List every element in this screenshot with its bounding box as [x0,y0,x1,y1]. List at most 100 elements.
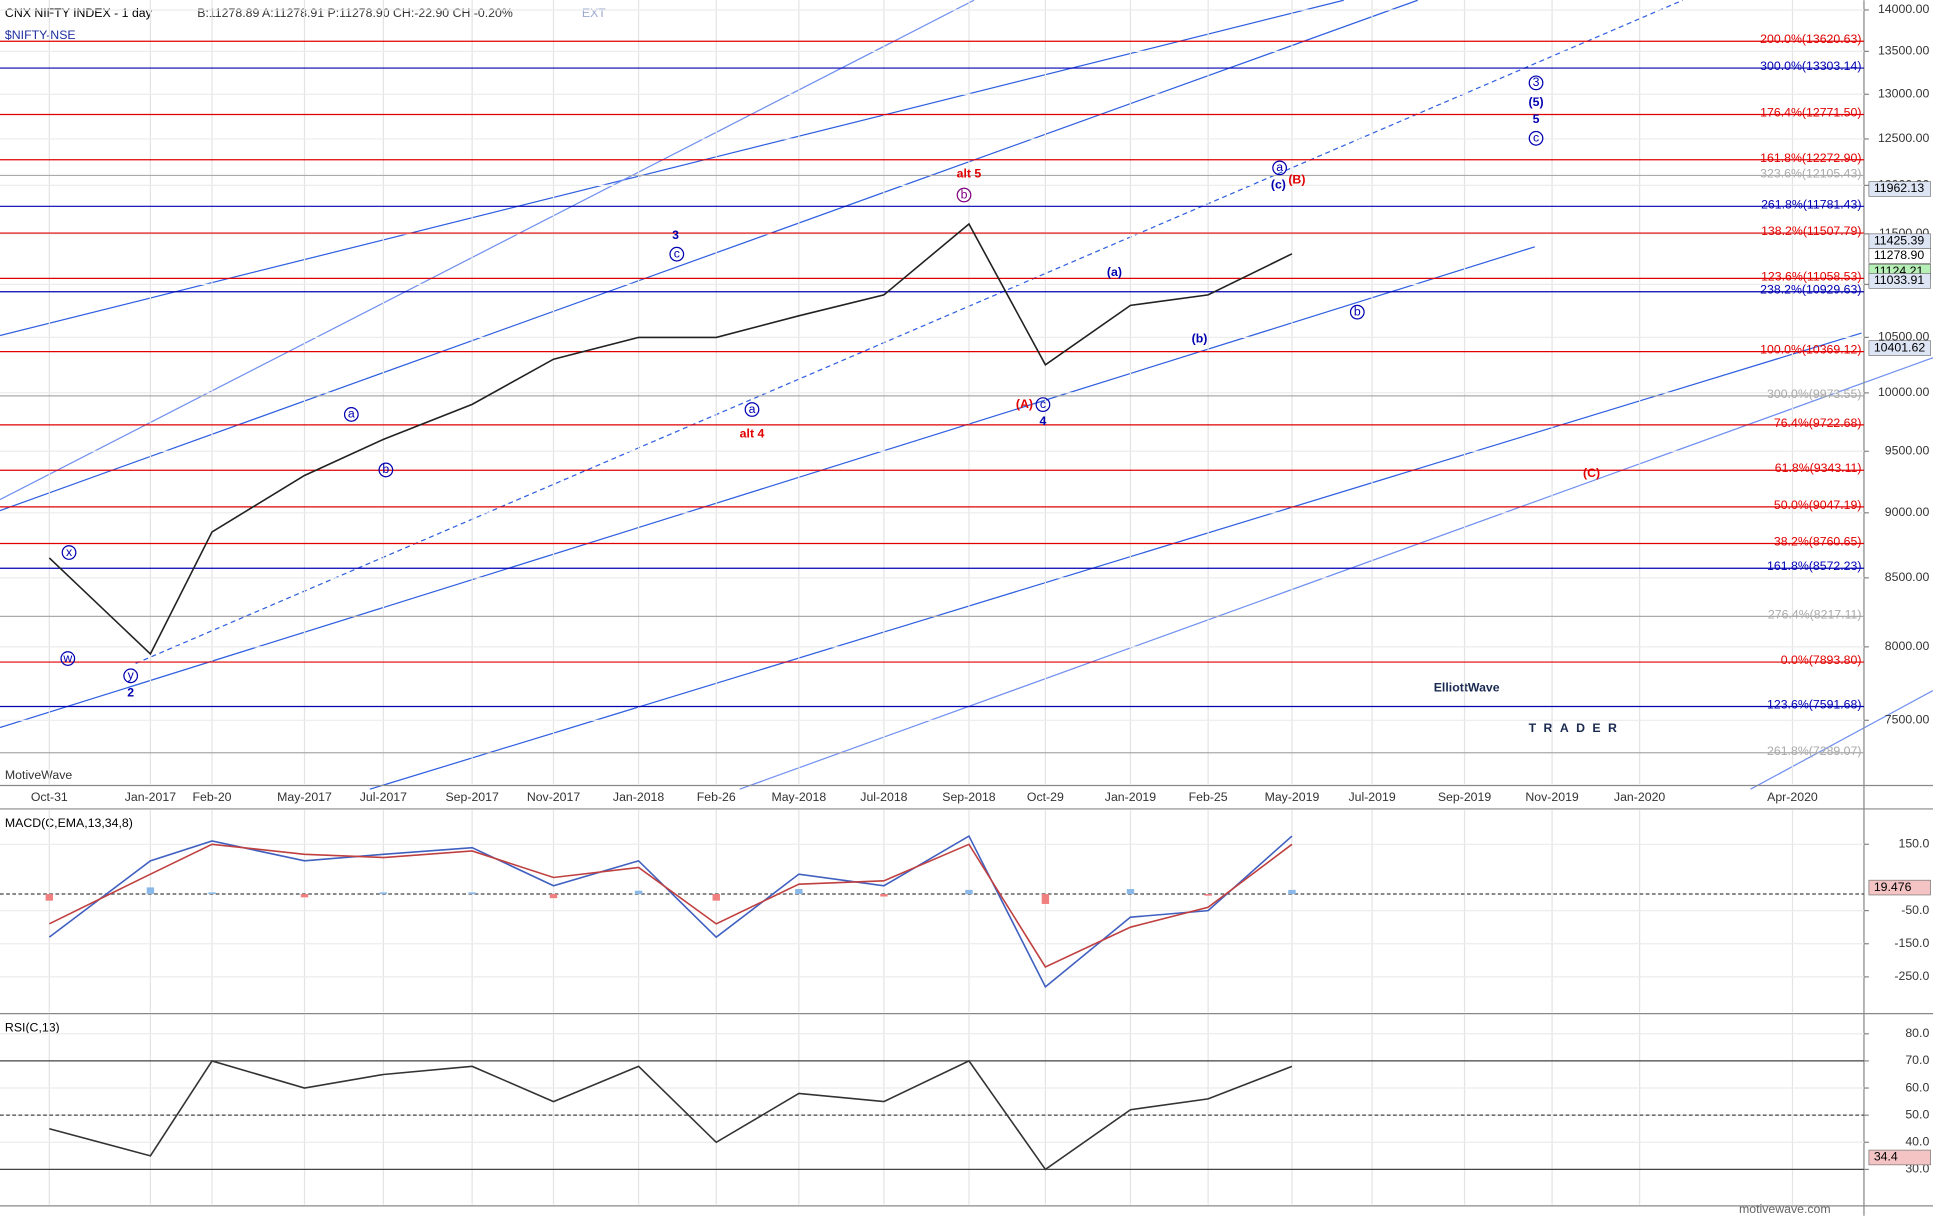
histogram-bar [1041,894,1050,904]
x-tick-label: Oct-29 [1027,790,1064,804]
wave-label: alt 4 [740,426,765,440]
y-tick-label: 9500.00 [1885,444,1930,458]
price-box-label: 11278.90 [1874,248,1925,262]
rsi-title: RSI(C,13) [5,1021,60,1035]
series-line [48,834,1293,989]
wave-label: (C) [1583,466,1600,480]
price-box [1868,181,1931,197]
price-box-label: 11425.39 [1874,233,1925,247]
series-line [49,1059,1293,1171]
price-box-label: 34.4 [1874,1150,1898,1164]
wave-label: a [1276,160,1283,174]
price-box-label: 19.476 [1874,880,1912,894]
x-tick-label: Jul-2019 [1348,790,1395,804]
wave-circle [1349,304,1365,320]
series-line [48,843,1293,969]
wave-circle [1528,75,1544,91]
y-tick-label: 13500.00 [1878,44,1930,58]
wave-label: x [66,545,73,559]
chart-title: CNX NIFTY INDEX - 1 day [5,6,153,20]
histogram-bar [1126,889,1135,895]
source: MotiveWave [5,768,72,782]
wave-circle [744,402,760,417]
fib-label: 76.4%(9722.68) [1774,416,1862,430]
fib-label: 61.8%(9343.11) [1775,461,1862,475]
y-tick-label: 10500.00 [1878,330,1930,344]
y-tick-label: -150.0 [1894,936,1929,950]
quote: B:11278.89 A:11278.91 P:11278.90 CH:-22.… [197,6,513,20]
x-tick-label: Sep-2019 [1438,790,1492,804]
y-tick-label: 80.0 [1905,1026,1929,1040]
wave-circle [956,187,972,203]
wave-label: 3 [672,228,679,242]
macd-title: MACD(C,EMA,13,34,8) [5,816,133,830]
wave-circle [1035,397,1051,412]
y-tick-label: 14000.00 [1878,2,1930,16]
x-tick-label: Sep-2017 [445,790,499,804]
fib-label: 261.8%(11781.43) [1761,197,1861,211]
price-box-label: 11962.13 [1874,181,1925,195]
fib-label: 323.6%(12105.43) [1760,166,1861,180]
wave-circle [669,246,685,262]
y-tick-label: 70.0 [1905,1053,1929,1067]
y-tick-label: 8000.00 [1885,639,1930,653]
x-tick-label: Sep-2018 [942,790,996,804]
y-tick-label: -250.0 [1894,969,1929,983]
histogram-bar [146,887,155,895]
fib-label: 238.2%(10929.63) [1760,283,1861,297]
y-tick-label: 7500.00 [1885,713,1930,727]
y-tick-label: -50.0 [1901,903,1929,917]
histogram-bar [1288,889,1296,895]
wave-label: 3 [1533,75,1540,89]
wave-circle [378,462,394,478]
wave-label: b [961,187,968,201]
logo-main: ElliottWave [1434,680,1500,694]
histogram-bar [45,894,54,901]
histogram-bar [880,894,888,897]
wave-label: 4 [1040,414,1047,428]
price-box [1868,273,1931,289]
x-tick-label: Jan-2018 [613,790,664,804]
fib-label: 0.0%(7893.80) [1781,653,1862,667]
fib-label: 161.8%(12272.90) [1760,151,1861,165]
quote-flag: EXT [582,6,606,20]
histogram-bar [549,894,558,899]
fib-label: 123.6%(11058.53) [1761,269,1861,283]
y-tick-label: 9000.00 [1885,505,1930,519]
fib-label: 200.0%(13620.63) [1760,32,1861,46]
wave-circle [343,407,359,422]
wave-label: a [749,402,756,416]
y-tick-label: 150.0 [1898,837,1929,851]
x-tick-label: Feb-20 [193,790,232,804]
price-box-label: 10401.62 [1874,340,1926,354]
histogram-bar [634,890,643,895]
fib-label: 161.8%(8572.23) [1767,559,1861,573]
wave-circle [1272,160,1288,176]
histogram-bar [208,892,216,895]
histogram-bar [712,894,720,901]
histogram-bar [1204,894,1212,896]
y-tick-label: 13000.00 [1878,87,1930,101]
price-box [1868,879,1931,896]
histogram-bar [965,889,973,895]
wave-label: alt 5 [957,166,982,180]
fib-label: 138.2%(11507.79) [1761,224,1861,238]
y-tick-label: 10000.00 [1878,385,1930,399]
histogram-bar [795,889,803,895]
x-tick-label: Apr-2020 [1767,790,1818,804]
wave-label: c [674,246,680,260]
fib-label: 123.6%(7591.68) [1767,697,1861,711]
price-box [1868,1149,1931,1166]
logo-sub: TRADER [1529,721,1625,735]
symbol: $NIFTY-NSE [5,28,76,42]
x-tick-label: Feb-26 [697,790,736,804]
wave-label: b [1354,304,1361,318]
wave-label: (5) [1529,95,1544,109]
y-tick-label: 50.0 [1905,1107,1929,1121]
x-tick-label: Oct-31 [31,790,68,804]
fib-label: 261.8%(7289.07) [1767,744,1861,758]
price-box [1868,340,1931,356]
x-tick-label: Jul-2018 [860,790,907,804]
x-tick-label: Nov-2017 [527,790,581,804]
